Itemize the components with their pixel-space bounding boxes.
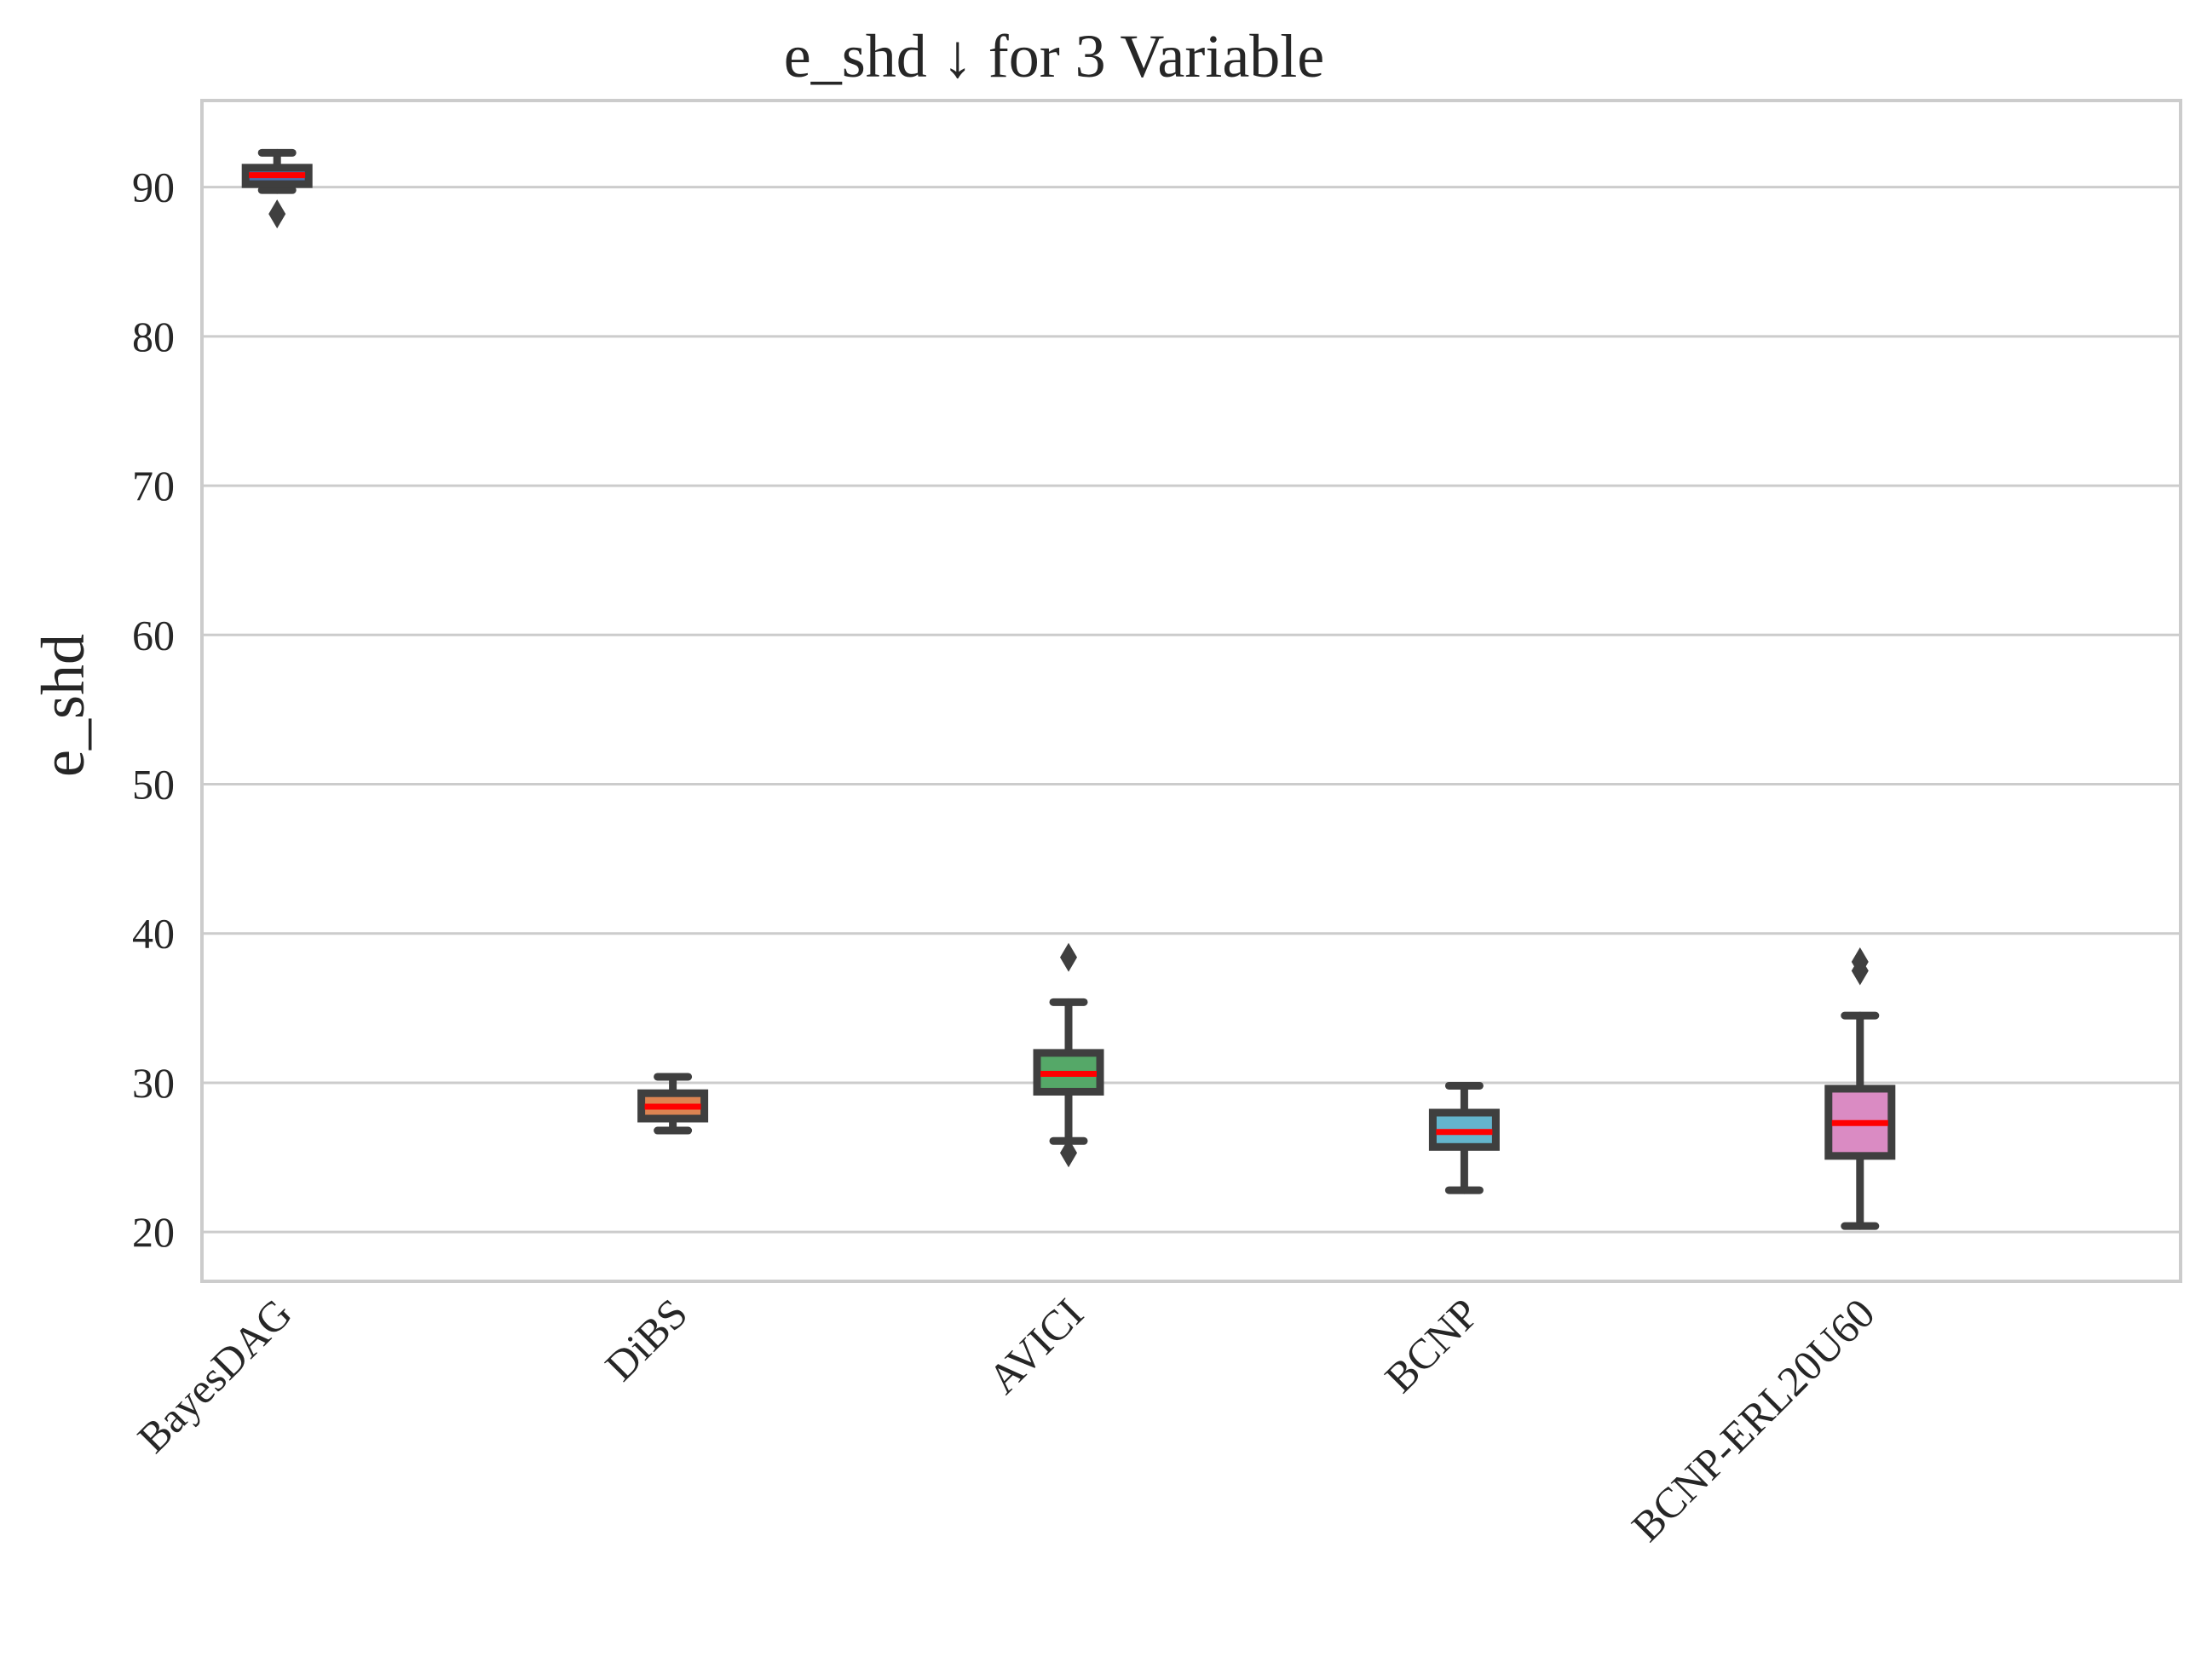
- box-bayesdag: [241, 148, 313, 229]
- y-tick-label: 70: [132, 462, 175, 509]
- x-tick-label: AVICI: [979, 1289, 1092, 1402]
- box-avici: [1033, 942, 1104, 1168]
- outlier-marker: [1851, 947, 1869, 977]
- chart-title: e_shd ↓ for 3 Variable: [784, 22, 1325, 90]
- y-tick-label: 30: [132, 1059, 175, 1107]
- x-tick-label: DiBS: [596, 1289, 696, 1389]
- box-dibs: [637, 1073, 709, 1135]
- y-tick-label: 50: [132, 761, 175, 808]
- x-tick-labels: BayesDAG DiBS AVICI BCNP BCNP-ERL20U60: [128, 1289, 1883, 1551]
- x-tick-label: BCNP: [1375, 1289, 1488, 1401]
- x-tick-label: BayesDAG: [128, 1289, 301, 1462]
- y-tick-label: 80: [132, 313, 175, 360]
- boxes: [241, 148, 1896, 1230]
- outlier-marker: [1060, 1138, 1077, 1168]
- y-tick-labels: 20 30 40 50 60 70 80 90: [132, 164, 175, 1257]
- y-tick-label: 90: [132, 164, 175, 211]
- outlier-marker: [1060, 942, 1077, 972]
- box-bcnp: [1428, 1081, 1500, 1194]
- x-tick-label: BCNP-ERL20U60: [1622, 1289, 1884, 1551]
- grid-lines: [202, 186, 2181, 1234]
- y-tick-label: 40: [132, 910, 175, 958]
- y-tick-label: 20: [132, 1208, 175, 1256]
- plot-frame: [200, 99, 2182, 1283]
- outlier-marker: [268, 199, 286, 229]
- y-axis-label: e_shd: [29, 634, 97, 777]
- y-tick-label: 60: [132, 611, 175, 659]
- box-bcnp-erl20u60: [1824, 947, 1896, 1230]
